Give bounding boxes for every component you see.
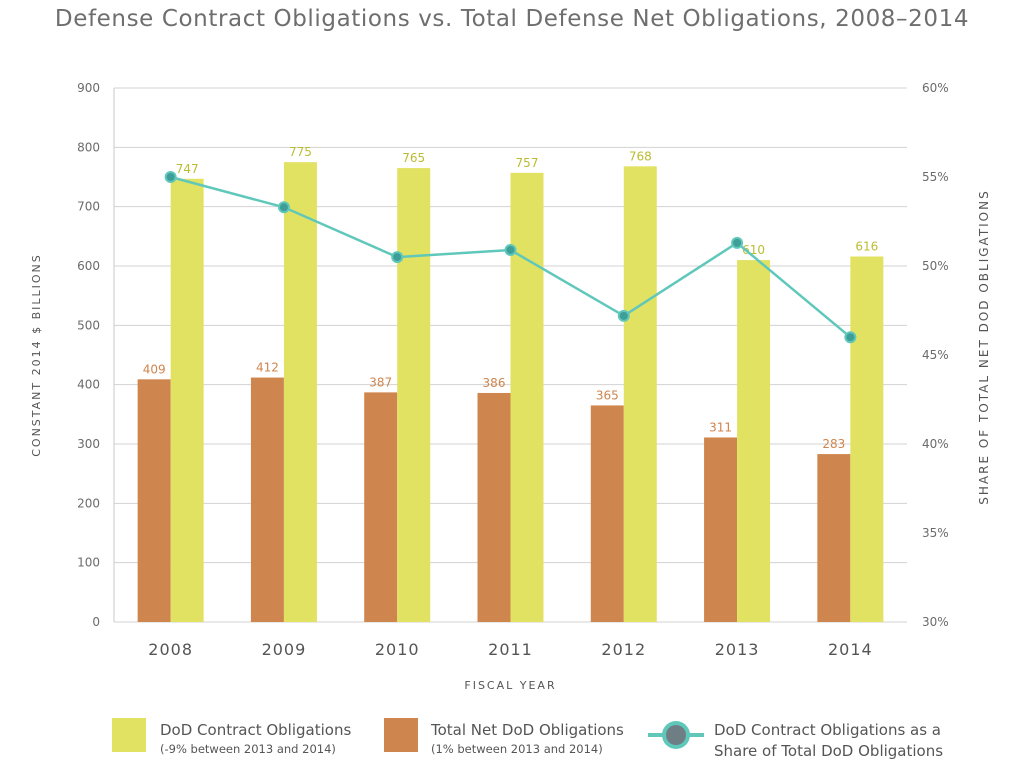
share-point-2012	[617, 309, 630, 322]
legend-sub-contract: (-9% between 2013 and 2014)	[160, 742, 336, 756]
bar-contract-2013	[737, 260, 771, 622]
legend-swatch-total	[384, 718, 418, 752]
bar-contract-2008	[170, 178, 204, 622]
x-tick-label: 2012	[601, 640, 646, 659]
data-label-total: 409	[143, 362, 166, 376]
y-axis-title: CONSTANT 2014 $ BILLIONS	[30, 253, 43, 457]
share-point-2009	[277, 201, 290, 214]
share-point-2013	[731, 236, 744, 249]
y-tick-label: 300	[77, 437, 100, 451]
x-tick-label: 2011	[488, 640, 533, 659]
y2-tick-label: 45%	[922, 348, 949, 362]
data-label-contract: 768	[629, 149, 652, 163]
bar-total-2010	[364, 392, 398, 622]
data-label-contract: 616	[855, 240, 878, 254]
y2-tick-label: 60%	[922, 81, 949, 95]
x-tick-label: 2014	[828, 640, 873, 659]
data-label-contract: 765	[402, 151, 425, 165]
data-label-total: 283	[822, 437, 845, 451]
x-axis-title: FISCAL YEAR	[464, 679, 556, 692]
legend-label-contract: DoD Contract Obligations	[160, 721, 352, 739]
y-tick-label: 700	[77, 200, 100, 214]
y-tick-label: 400	[77, 378, 100, 392]
share-point-2014	[844, 331, 857, 344]
bar-total-2008	[137, 379, 171, 622]
bar-contract-2012	[623, 166, 657, 622]
y-tick-label: 500	[77, 318, 100, 332]
y2-tick-label: 40%	[922, 437, 949, 451]
y2-axis-title: SHARE OF TOTAL NET DOD OBLIGATIONS	[977, 189, 991, 504]
y2-tick-label: 55%	[922, 170, 949, 184]
y2-tick-label: 35%	[922, 526, 949, 540]
y-tick-label: 900	[77, 81, 100, 95]
data-label-total: 387	[369, 375, 392, 389]
data-label-contract: 757	[516, 156, 539, 170]
x-tick-label: 2010	[375, 640, 420, 659]
bar-total-2009	[250, 377, 284, 622]
y2-tick-label: 50%	[922, 259, 949, 273]
y-tick-label: 800	[77, 140, 100, 154]
chart-area: 0 100 200 300 400 500 600 700 800 900 30% 35% 40% 45%…	[30, 81, 991, 692]
data-label-total: 412	[256, 361, 279, 375]
bar-contract-2010	[397, 168, 431, 622]
chart-title: Defense Contract Obligations vs. Total D…	[54, 6, 970, 32]
y-tick-label: 200	[77, 496, 100, 510]
share-point-2008	[164, 171, 177, 183]
bar-total-2011	[477, 392, 511, 622]
data-label-contract: 610	[742, 243, 765, 257]
bar-total-2012	[590, 405, 624, 622]
y-tick-label: 0	[92, 615, 100, 629]
share-point-2011	[504, 243, 517, 256]
bar-total-2013	[704, 437, 738, 622]
x-tick-label: 2009	[262, 640, 307, 659]
legend-sub-total: (1% between 2013 and 2014)	[431, 742, 603, 756]
legend-label-share: DoD Contract Obligations as a	[714, 721, 941, 739]
x-tick-label: 2008	[148, 640, 193, 659]
data-label-total: 365	[596, 388, 619, 402]
x-tick-label: 2013	[715, 640, 760, 659]
bar-contract-2009	[283, 162, 317, 622]
share-point-2010	[391, 251, 404, 264]
legend-marker-share	[648, 721, 704, 749]
bar-contract-2014	[850, 256, 884, 622]
data-label-contract: 747	[176, 162, 199, 176]
data-label-total: 311	[709, 420, 732, 434]
y-tick-label: 100	[77, 556, 100, 570]
legend-swatch-contract	[112, 718, 146, 752]
data-label-contract: 775	[289, 145, 312, 159]
bar-contract-2011	[510, 172, 544, 622]
y-tick-label: 600	[77, 259, 100, 273]
legend-sub-share: Share of Total DoD Obligations	[714, 742, 944, 760]
legend-label-total: Total Net DoD Obligations	[431, 721, 624, 739]
data-label-total: 386	[483, 376, 506, 390]
y2-tick-label: 30%	[922, 615, 949, 629]
bar-total-2014	[817, 454, 851, 622]
